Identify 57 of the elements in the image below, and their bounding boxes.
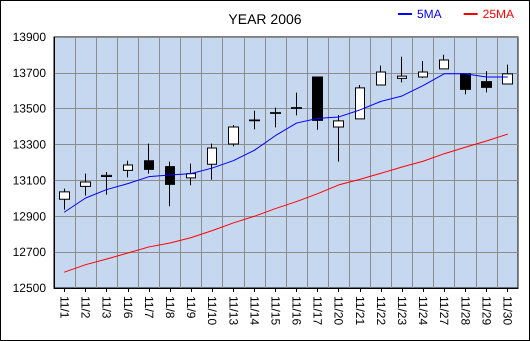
candlestick [101,172,112,196]
x-tick-label: 11/6 [120,296,135,319]
legend-label: 5MA [416,7,442,21]
x-tick-label: 11/30 [500,296,514,326]
y-tick-label: 13300 [12,138,46,152]
x-tick-label: 11/23 [395,296,409,326]
y-tick-label: 13900 [12,30,46,44]
candlestick [249,110,260,130]
y-tick-label: 13700 [12,66,46,80]
line-series [64,134,508,273]
candlestick [355,84,365,120]
y-tick-label: 13500 [12,102,46,116]
candlestick [418,60,428,79]
x-tick-label: 11/10 [205,296,220,326]
line-series [64,73,508,212]
candlestick [228,124,239,147]
candlestick [333,114,344,162]
x-tick-label: 11/2 [78,296,93,319]
candlestick [270,107,281,128]
candlestick [460,73,471,95]
candlestick [312,76,323,130]
candlestick [123,160,133,178]
candlestick [502,64,513,84]
candlestick [186,163,196,186]
candlestick [207,143,217,180]
x-tick-label: 11/20 [332,296,346,326]
y-tick-label: 13100 [12,173,46,188]
x-tick-label: 11/27 [437,296,452,326]
x-tick-label: 11/16 [290,296,304,326]
candlestick [59,188,70,210]
x-tick-label: 11/3 [100,296,114,319]
candlestick [397,56,407,83]
candlestick [376,65,386,86]
x-tick-label: 11/21 [352,296,367,326]
candlestick [291,92,302,116]
legend-label: 25MA [482,7,514,21]
x-tick-label: 11/1 [58,296,72,319]
x-tick-label: 11/13 [226,296,240,326]
candlestick [165,161,175,207]
x-tick-label: 11/28 [458,296,472,326]
x-tick-label: 11/8 [163,296,177,319]
x-tick-label: 11/17 [310,296,325,326]
candlestick [439,54,449,70]
x-tick-label: 11/7 [142,296,156,319]
x-tick-label: 11/29 [479,296,494,326]
x-tick-label: 11/22 [374,296,388,326]
candlestick [144,143,154,174]
x-tick-label: 11/24 [416,296,430,326]
candlestick [481,70,492,93]
y-tick-label: 12700 [12,245,46,260]
y-tick-label: 12500 [12,281,46,295]
candlestick [80,173,91,196]
chart-title: YEAR 2006 [228,11,302,27]
x-tick-label: 11/9 [184,296,198,319]
x-tick-label: 11/15 [268,296,282,326]
x-tick-label: 11/14 [247,296,262,326]
y-tick-label: 12900 [12,209,46,224]
